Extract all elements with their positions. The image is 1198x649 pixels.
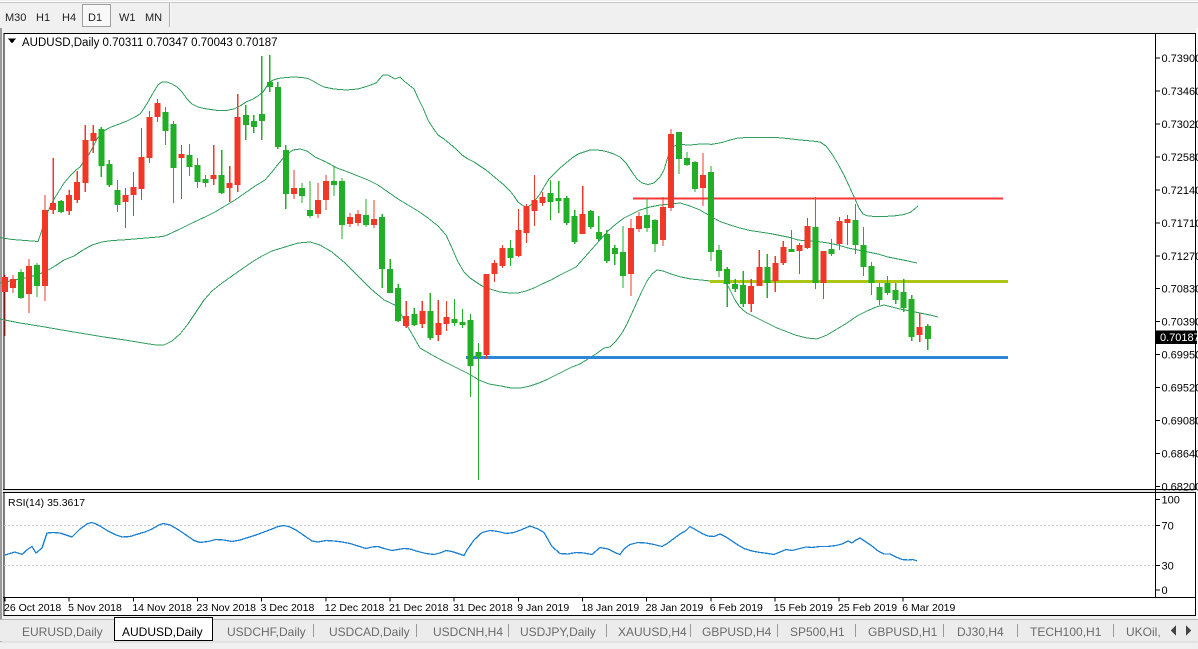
svg-text:USDCAD,Daily: USDCAD,Daily — [329, 625, 410, 639]
svg-text:100: 100 — [1162, 495, 1180, 507]
svg-text:0.72140: 0.72140 — [1162, 185, 1198, 197]
svg-text:21 Dec 2018: 21 Dec 2018 — [389, 602, 449, 614]
svg-text:0.71270: 0.71270 — [1162, 251, 1198, 263]
svg-text:USDJPY,Daily: USDJPY,Daily — [520, 625, 596, 639]
svg-text:3 Dec 2018: 3 Dec 2018 — [261, 602, 315, 614]
svg-text:D1: D1 — [88, 12, 102, 24]
svg-text:28 Jan 2019: 28 Jan 2019 — [646, 602, 704, 614]
svg-text:0.70830: 0.70830 — [1162, 284, 1198, 296]
svg-text:0.69950: 0.69950 — [1162, 350, 1198, 362]
svg-text:70: 70 — [1162, 521, 1174, 533]
svg-text:GBPUSD,H1: GBPUSD,H1 — [868, 625, 938, 639]
svg-text:XAUUSD,H4: XAUUSD,H4 — [618, 625, 687, 639]
svg-text:26 Oct 2018: 26 Oct 2018 — [4, 602, 61, 614]
svg-text:9 Jan 2019: 9 Jan 2019 — [517, 602, 569, 614]
svg-text:AUDUSD,Daily 0.70311 0.70347: AUDUSD,Daily 0.70311 0.70347 0.70043 0.7… — [22, 37, 278, 49]
svg-text:5 Nov 2018: 5 Nov 2018 — [68, 602, 122, 614]
svg-text:MN: MN — [145, 12, 162, 24]
svg-text:0.68640: 0.68640 — [1162, 449, 1198, 461]
svg-text:0.69520: 0.69520 — [1162, 383, 1198, 395]
svg-text:RSI(14) 35.3617: RSI(14) 35.3617 — [8, 497, 85, 509]
svg-text:H1: H1 — [36, 12, 50, 24]
svg-text:6 Mar 2019: 6 Mar 2019 — [902, 602, 955, 614]
svg-text:M30: M30 — [5, 12, 26, 24]
svg-text:0.73900: 0.73900 — [1162, 53, 1198, 65]
svg-text:18 Jan 2019: 18 Jan 2019 — [581, 602, 639, 614]
svg-text:UKOil,: UKOil, — [1126, 625, 1161, 639]
svg-text:SP500,H1: SP500,H1 — [790, 625, 845, 639]
svg-text:15 Feb 2019: 15 Feb 2019 — [774, 602, 833, 614]
svg-text:H4: H4 — [62, 12, 76, 24]
svg-text:TECH100,H1: TECH100,H1 — [1030, 625, 1102, 639]
svg-text:0: 0 — [1162, 585, 1168, 597]
svg-text:0.73020: 0.73020 — [1162, 119, 1198, 131]
svg-text:W1: W1 — [119, 12, 136, 24]
svg-text:0.68200: 0.68200 — [1162, 481, 1198, 493]
svg-text:0.73460: 0.73460 — [1162, 86, 1198, 98]
svg-text:0.71710: 0.71710 — [1162, 218, 1198, 230]
svg-text:12 Dec 2018: 12 Dec 2018 — [325, 602, 385, 614]
svg-text:31 Dec 2018: 31 Dec 2018 — [453, 602, 513, 614]
svg-text:23 Nov 2018: 23 Nov 2018 — [196, 602, 256, 614]
svg-text:25 Feb 2019: 25 Feb 2019 — [838, 602, 897, 614]
svg-text:6 Feb 2019: 6 Feb 2019 — [710, 602, 763, 614]
svg-text:0.70390: 0.70390 — [1162, 317, 1198, 329]
svg-text:EURUSD,Daily: EURUSD,Daily — [22, 625, 103, 639]
svg-text:0.69080: 0.69080 — [1162, 416, 1198, 428]
svg-text:USDCNH,H4: USDCNH,H4 — [433, 625, 503, 639]
svg-text:0.72580: 0.72580 — [1162, 152, 1198, 164]
svg-text:GBPUSD,H4: GBPUSD,H4 — [702, 625, 772, 639]
svg-text:14 Nov 2018: 14 Nov 2018 — [132, 602, 192, 614]
svg-text:30: 30 — [1162, 561, 1174, 573]
svg-text:DJ30,H4: DJ30,H4 — [957, 625, 1004, 639]
svg-text:0.70187: 0.70187 — [1160, 332, 1198, 344]
svg-text:AUDUSD,Daily: AUDUSD,Daily — [122, 625, 203, 639]
svg-text:USDCHF,Daily: USDCHF,Daily — [227, 625, 306, 639]
